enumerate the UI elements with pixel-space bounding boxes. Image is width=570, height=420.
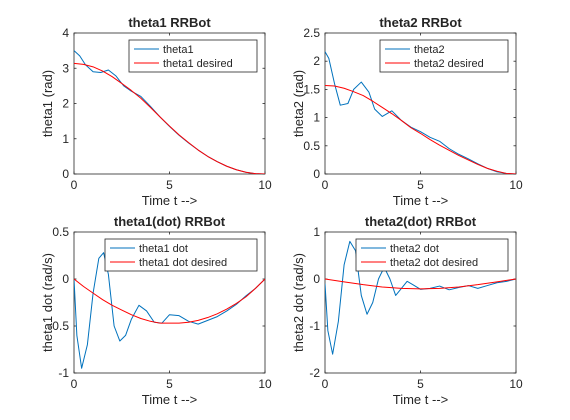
x-tick-label: 0 (322, 178, 329, 192)
x-tick-label: 10 (258, 377, 272, 391)
series-line-theta2-desired (325, 84, 516, 174)
y-tick-label: 0 (313, 167, 320, 181)
x-tick-label: 0 (71, 178, 78, 192)
legend-entry: theta1 dot (139, 243, 188, 255)
legend-entry: theta1 desired (163, 58, 233, 70)
legend: theta1 dot theta1 dot desired (104, 238, 258, 272)
x-tick-label: 5 (166, 377, 173, 391)
y-tick-label: -0.5 (48, 319, 69, 333)
y-axis-label: theta1 dot (rad/s) (40, 253, 55, 352)
series-line-theta2-dot-desired (325, 278, 516, 290)
legend-box (355, 238, 509, 272)
y-tick-label: 0 (313, 272, 320, 286)
x-tick-label: 5 (417, 377, 424, 391)
x-tick-label: 0 (71, 377, 78, 391)
y-tick-label: -1 (58, 366, 69, 380)
y-axis-label: theta1 (rad) (40, 70, 55, 137)
y-axis-label: theta2 dot (rad/s) (291, 253, 306, 352)
y-tick-label: 2.5 (303, 26, 320, 40)
legend-box (379, 39, 509, 73)
x-tick-label: 10 (258, 178, 272, 192)
subplot-3: 0 5 10 -1 -0.5 0 0.5 theta1(dot) RRBot Time t --… (40, 214, 272, 407)
y-tick-label: 3 (62, 61, 69, 75)
chart-title: theta1 RRBot (128, 15, 211, 30)
subplot-4: 0 5 10 -2 -1 0 1 theta2(dot) RRBot Time t --> the… (291, 214, 523, 407)
y-tick-label: 2 (62, 97, 69, 111)
y-axis-label: theta2 (rad) (291, 70, 306, 137)
series-line-theta2-dot (325, 240, 516, 355)
y-tick-label: 4 (62, 26, 69, 40)
x-axis-label: Time t --> (142, 193, 198, 208)
x-tick-label: 10 (509, 178, 523, 192)
series-line-theta1-dot-desired (74, 278, 265, 324)
y-tick-label: -1 (309, 319, 320, 333)
subplot-1: 0 5 10 0 1 2 3 4 theta1 RRBot Time t --> theta1 (r… (40, 15, 272, 208)
legend-entry: theta2 dot (390, 243, 439, 255)
legend: theta1 theta1 desired (128, 39, 258, 73)
series-line-theta1-desired (74, 62, 265, 174)
legend: theta2 dot theta2 dot desired (355, 238, 509, 272)
legend-box (104, 238, 258, 272)
x-axis-label: Time t --> (142, 392, 198, 407)
legend-entry: theta2 (414, 44, 445, 56)
y-tick-label: 1 (313, 225, 320, 239)
x-axis-label: Time t --> (393, 392, 449, 407)
y-tick-label: 0.5 (52, 225, 69, 239)
chart-title: theta2(dot) RRBot (365, 214, 477, 229)
legend-entry: theta2 desired (414, 58, 484, 70)
legend-box (128, 39, 258, 73)
x-axis-label: Time t --> (393, 193, 449, 208)
x-tick-label: 5 (417, 178, 424, 192)
y-tick-label: 2 (313, 54, 320, 68)
y-tick-label: 0 (62, 167, 69, 181)
x-tick-label: 5 (166, 178, 173, 192)
legend: theta2 theta2 desired (379, 39, 509, 73)
legend-entry: theta1 (163, 44, 194, 56)
y-tick-label: 0.5 (303, 139, 320, 153)
y-tick-label: -2 (309, 366, 320, 380)
chart-title: theta1(dot) RRBot (114, 214, 226, 229)
legend-entry: theta2 dot desired (390, 257, 478, 269)
chart-title: theta2 RRBot (379, 15, 462, 30)
x-tick-label: 10 (509, 377, 523, 391)
y-tick-label: 1 (62, 132, 69, 146)
x-tick-label: 0 (322, 377, 329, 391)
series-line-theta1-dot (74, 252, 265, 369)
subplot-2: 0 5 10 0 0.5 1 1.5 2 2.5 theta2 RRBot Time t --> th… (291, 15, 523, 208)
y-tick-label: 1 (313, 111, 320, 125)
legend-entry: theta1 dot desired (139, 257, 227, 269)
y-tick-label: 1.5 (303, 82, 320, 96)
y-tick-label: 0 (62, 272, 69, 286)
